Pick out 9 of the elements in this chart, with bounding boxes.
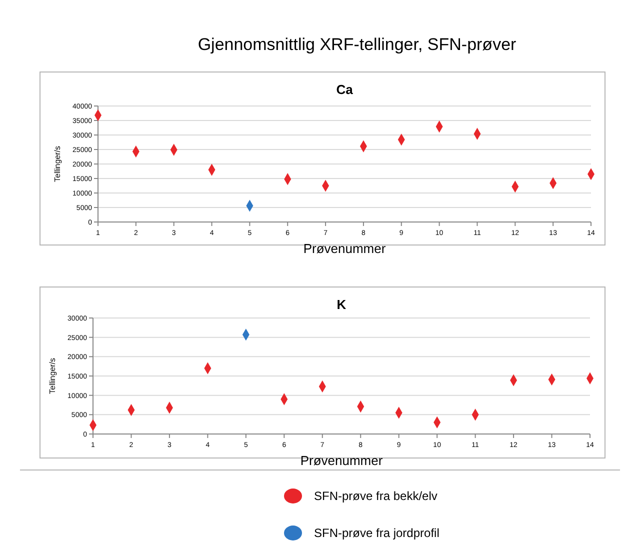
- x-axis-title: Prøvenummer: [303, 241, 386, 256]
- x-axis-title: Prøvenummer: [300, 453, 384, 468]
- chart-subtitle: Ca: [336, 82, 354, 97]
- chart-subtitle: K: [336, 297, 347, 312]
- legend-label: SFN-prøve fra bekk/elv: [314, 489, 438, 504]
- y-axis-title: Tellinger/s: [53, 146, 62, 182]
- chart-title: Gjennomsnittlig XRF-tellinger, SFN-prøver: [198, 35, 517, 54]
- legend-label: SFN-prøve fra jordprofil: [314, 526, 440, 540]
- y-axis-title: Tellinger/s: [48, 358, 57, 394]
